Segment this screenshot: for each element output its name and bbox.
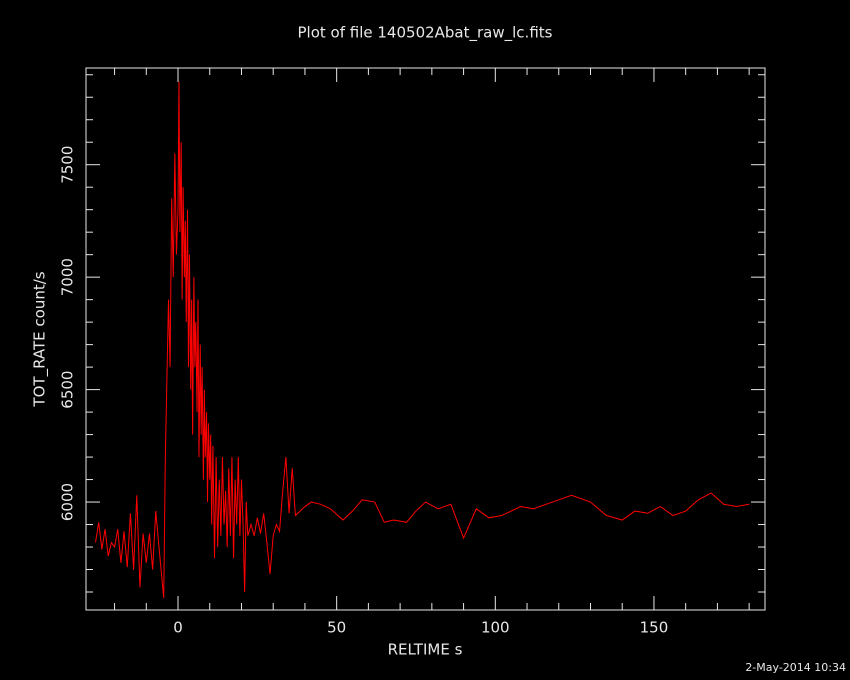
y-tick-label: 6500 [59,371,77,409]
x-tick-label: 150 [640,619,669,637]
x-tick-label: 100 [481,619,510,637]
chart-title: Plot of file 140502Abat_raw_lc.fits [298,24,553,43]
y-tick-label: 7000 [59,258,77,296]
y-tick-label: 7500 [59,146,77,184]
x-axis-label: RELTIME s [388,641,463,659]
x-tick-label: 50 [327,619,346,637]
light-curve [95,81,750,599]
plot-frame [85,67,766,611]
y-axis-label: TOT_RATE count/s [31,271,50,407]
x-tick-label: 0 [173,619,183,637]
timestamp: 2-May-2014 10:34 [745,661,846,674]
y-tick-label: 6000 [59,483,77,521]
